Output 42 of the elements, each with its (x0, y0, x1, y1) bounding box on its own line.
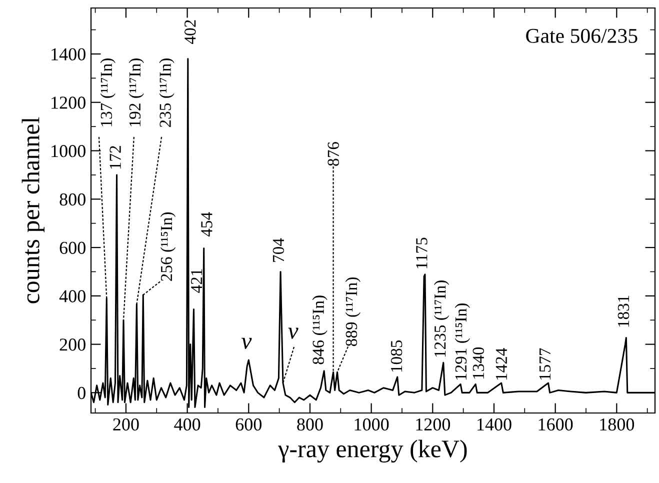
annotation: 256 (¹¹⁵In) (160, 212, 176, 281)
annotation: 1085 (390, 340, 402, 372)
y-tick-label: 800 (60, 193, 86, 206)
annotation: 1424 (496, 348, 507, 380)
y-axis-title: counts per channel (22, 117, 44, 304)
x-tick-label: 400 (174, 418, 200, 431)
annotation: 421 (191, 269, 202, 293)
annotation: 846 (¹¹⁵In) (312, 296, 328, 364)
x-tick-label: 800 (297, 418, 323, 431)
annotation: ν (288, 328, 298, 339)
annotation: 1577 (539, 348, 551, 380)
y-tick-label: 1000 (52, 145, 86, 158)
x-tick-label: 1400 (478, 418, 512, 431)
annotation: 235 (¹¹⁷In) (159, 58, 174, 128)
annotation: 1175 (416, 238, 428, 268)
y-tick-label: 400 (59, 290, 86, 302)
y-tick-label: 0 (78, 386, 86, 400)
annotation: 137 (¹¹⁷In) (100, 58, 116, 126)
x-axis-title: γ-ray energy (keV) (278, 440, 467, 463)
annotation: Gate 506/235 (526, 28, 638, 43)
annotation: 1291 (¹¹⁵In) (454, 304, 470, 380)
annotation: ν (242, 338, 252, 349)
annotation: 1340 (472, 347, 484, 379)
y-tick-label: 1200 (52, 96, 86, 109)
annotation: 876 (328, 142, 339, 166)
annotation: 889 (¹¹⁷In) (345, 277, 360, 346)
y-tick-label: 200 (60, 338, 86, 351)
x-tick-label: 200 (113, 418, 139, 431)
x-tick-label: 1000 (354, 418, 389, 431)
x-tick-label: 1200 (416, 418, 450, 431)
annotation: 1235 (¹¹⁷In) (434, 280, 450, 357)
y-tick-label: 600 (60, 242, 86, 254)
x-tick-label: 1800 (600, 418, 634, 431)
annotation: 192 (¹¹⁷In) (128, 58, 144, 126)
x-tick-label: 1600 (538, 418, 573, 431)
annotation: 402 (184, 20, 196, 44)
annotation: 172 (110, 146, 121, 169)
annotation: 1831 (618, 296, 630, 327)
y-tick-label: 1400 (52, 48, 86, 60)
annotation: 454 (201, 212, 212, 237)
x-tick-label: 600 (236, 418, 262, 431)
annotation: 704 (272, 238, 284, 262)
